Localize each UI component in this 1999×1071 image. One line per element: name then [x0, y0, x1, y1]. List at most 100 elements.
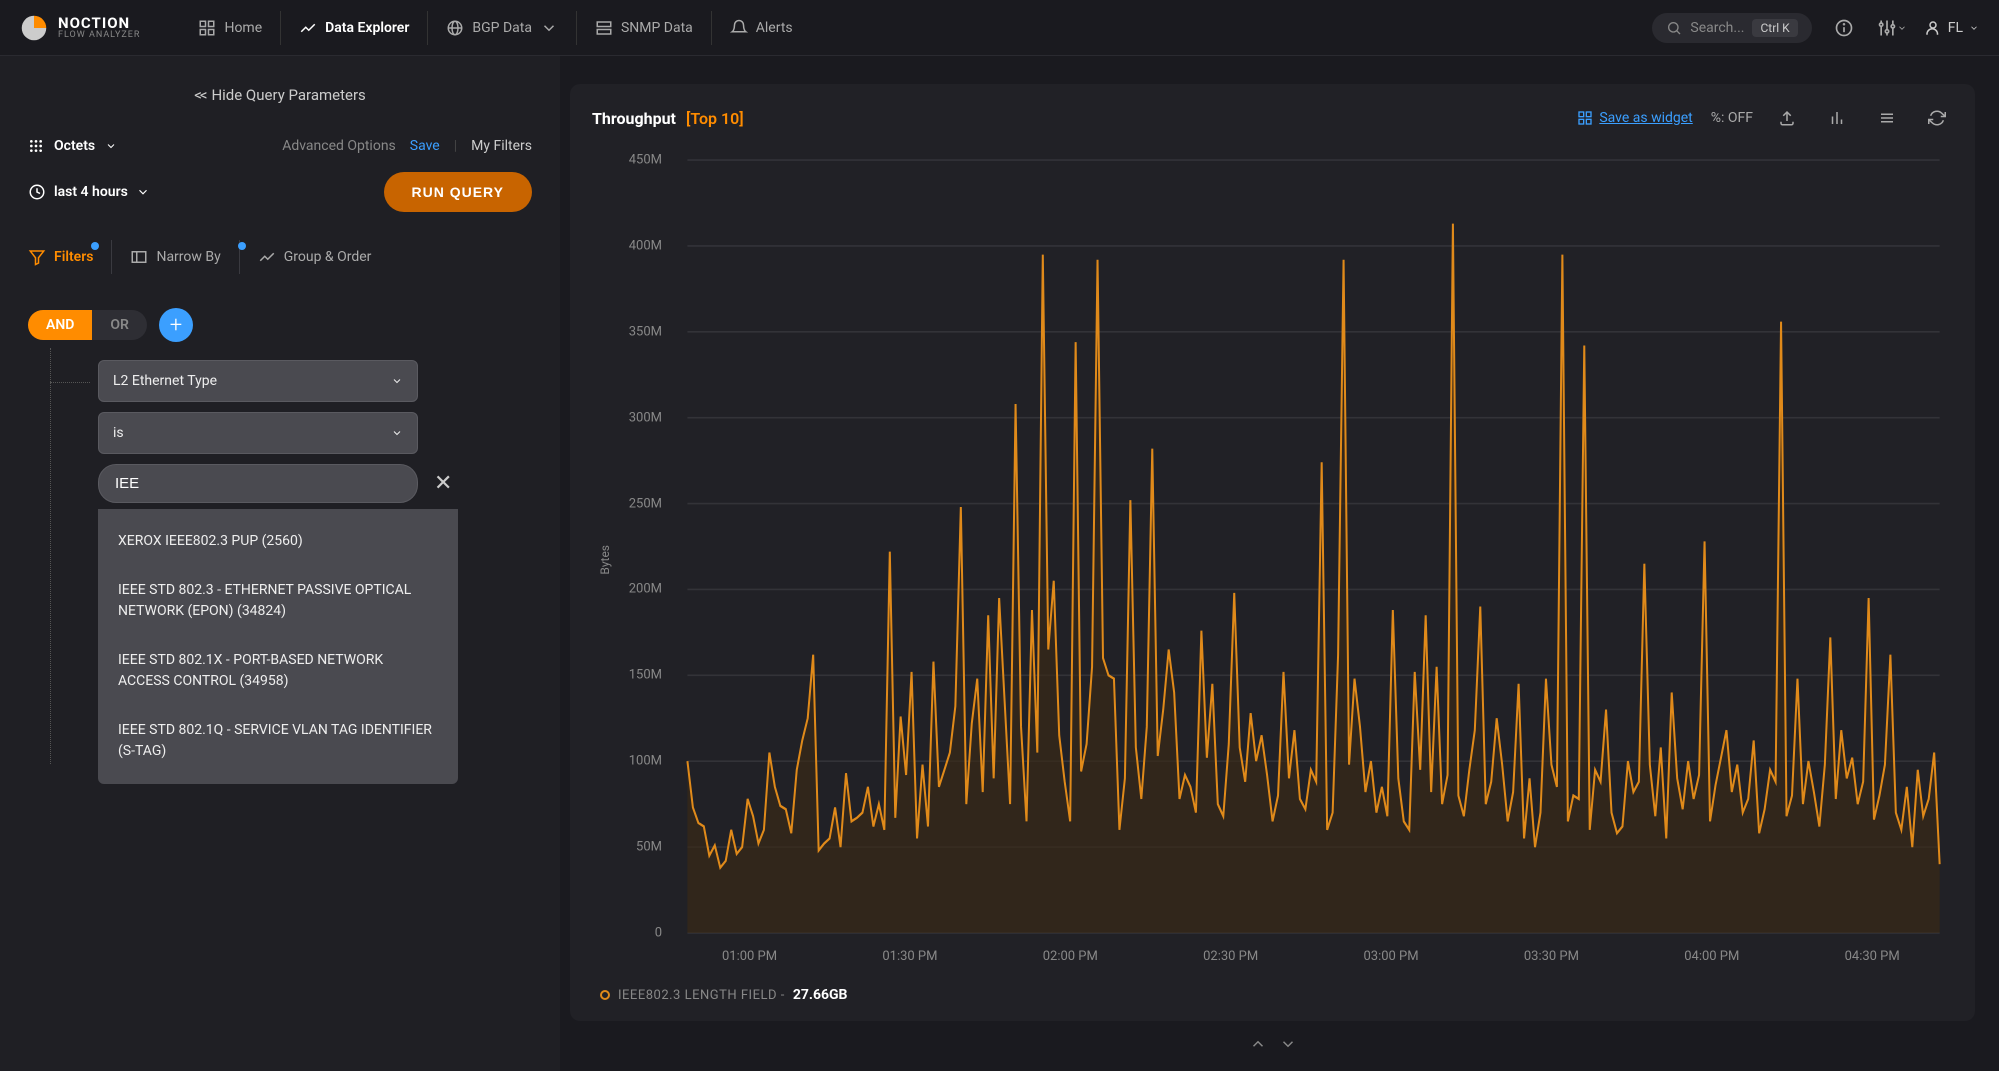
filter-operator-select[interactable]: is [98, 412, 418, 454]
export-button[interactable] [1771, 102, 1803, 134]
bar-chart-icon [1828, 109, 1846, 127]
upload-icon [1778, 109, 1796, 127]
panel-subtitle: [Top 10] [686, 109, 744, 128]
chart-icon [299, 19, 317, 37]
chevron-down-icon [1969, 23, 1979, 33]
legend: IEEE802.3 LENGTH FIELD - 27.66GB [592, 975, 1953, 1003]
menu-button[interactable] [1871, 102, 1903, 134]
narrow-icon [130, 248, 148, 266]
filter-value-dropdown: XEROX IEEE802.3 PUP (2560) IEEE STD 802.… [98, 509, 458, 784]
collapse-down[interactable] [1279, 1035, 1297, 1057]
chart-type-button[interactable] [1821, 102, 1853, 134]
chevron-down-icon [1897, 23, 1907, 33]
hide-query-params[interactable]: <<Hide Query Parameters [28, 80, 532, 110]
panel-title: Throughput [592, 109, 676, 128]
clear-filter-button[interactable]: ✕ [434, 471, 452, 496]
chevron-down-icon [391, 375, 403, 387]
filter-builder: AND OR + L2 Ethernet Type is ✕ [28, 308, 532, 784]
filter-condition: L2 Ethernet Type is ✕ XEROX IEEE802.3 PU… [98, 360, 532, 784]
collapse-bar [570, 1021, 1975, 1071]
filter-field-select[interactable]: L2 Ethernet Type [98, 360, 418, 402]
logic-and[interactable]: AND [28, 310, 92, 340]
refresh-icon [1928, 109, 1946, 127]
nav-home[interactable]: Home [180, 11, 281, 45]
add-filter-button[interactable]: + [159, 308, 193, 342]
nav-snmp-data[interactable]: SNMP Data [577, 11, 712, 45]
nav-data-explorer[interactable]: Data Explorer [281, 11, 428, 45]
logic-row: AND OR + [28, 308, 532, 342]
logo[interactable]: NOCTION FLOW ANALYZER [20, 14, 140, 42]
tab-narrow-by[interactable]: Narrow By [112, 240, 239, 274]
settings-button[interactable] [1876, 12, 1908, 44]
y-axis: 050M100M150M200M250M300M350M400M450M [618, 144, 668, 949]
nav-bgp-data[interactable]: BGP Data [428, 11, 577, 45]
user-menu[interactable]: FL [1924, 19, 1979, 37]
menu-icon [1878, 109, 1896, 127]
dropdown-option[interactable]: XEROX IEEE802.3 PUP (2560) [98, 517, 458, 566]
dropdown-option[interactable]: IEEE STD 802.1Q - SERVICE VLAN TAG IDENT… [98, 706, 458, 776]
active-dot [238, 242, 246, 250]
brand-title: NOCTION [58, 16, 140, 31]
group-icon [258, 248, 276, 266]
filter-value-input[interactable] [98, 464, 418, 503]
chevron-up-icon [1249, 1035, 1267, 1053]
bell-icon [730, 19, 748, 37]
panel-header: Throughput [Top 10] Save as widget %: OF… [592, 102, 1953, 134]
grid-icon [28, 138, 44, 154]
search-kbd: Ctrl K [1752, 19, 1797, 37]
sliders-icon [1877, 18, 1897, 38]
chart-svg [618, 144, 1953, 949]
chevron-down-icon [1279, 1035, 1297, 1053]
chevron-down-icon [391, 427, 403, 439]
y-axis-label: Bytes [592, 545, 618, 575]
home-icon [198, 19, 216, 37]
content: Throughput [Top 10] Save as widget %: OF… [560, 56, 1999, 1071]
search-icon [1666, 20, 1682, 36]
user-label: FL [1948, 20, 1963, 36]
my-filters[interactable]: My Filters [471, 138, 532, 154]
dropdown-option[interactable]: IEEE STD 802.3 - ETHERNET PASSIVE OPTICA… [98, 566, 458, 636]
filter-icon [28, 248, 46, 266]
logo-text: NOCTION FLOW ANALYZER [58, 16, 140, 40]
x-axis: 01:00 PM01:30 PM02:00 PM02:30 PM03:00 PM… [670, 949, 1953, 975]
metric-row: Octets Advanced Options Save | My Filter… [28, 138, 532, 154]
chart-panel: Throughput [Top 10] Save as widget %: OF… [570, 84, 1975, 1021]
global-search[interactable]: Search... Ctrl K [1652, 13, 1811, 43]
panel-actions: Save as widget %: OFF [1577, 102, 1953, 134]
query-sidebar: <<Hide Query Parameters Octets Advanced … [0, 56, 560, 1071]
run-query-button[interactable]: RUN QUERY [384, 172, 533, 212]
time-run-row: last 4 hours RUN QUERY [28, 172, 532, 212]
active-dot [91, 242, 99, 250]
chevron-down-icon [540, 19, 558, 37]
refresh-button[interactable] [1921, 102, 1953, 134]
filter-value-row: ✕ [98, 464, 532, 503]
chart-body: 050M100M150M200M250M300M350M400M450M 01:… [618, 144, 1953, 975]
main-nav: Home Data Explorer BGP Data SNMP Data Al… [180, 11, 810, 45]
tab-filters[interactable]: Filters [28, 240, 112, 274]
chart: Bytes 050M100M150M200M250M300M350M400M45… [592, 144, 1953, 975]
brand-subtitle: FLOW ANALYZER [58, 31, 140, 40]
save-query[interactable]: Save [410, 138, 440, 154]
nav-alerts[interactable]: Alerts [712, 11, 811, 45]
server-icon [595, 19, 613, 37]
dropdown-option[interactable]: IEEE STD 802.1X - PORT-BASED NETWORK ACC… [98, 636, 458, 706]
legend-marker [600, 990, 610, 1000]
tab-group-order[interactable]: Group & Order [240, 240, 390, 274]
topbar: NOCTION FLOW ANALYZER Home Data Explorer… [0, 0, 1999, 56]
logic-toggle[interactable]: AND OR [28, 310, 147, 340]
globe-icon [446, 19, 464, 37]
chevron-down-icon [105, 140, 117, 152]
topbar-right: Search... Ctrl K FL [1652, 12, 1979, 44]
plot-area[interactable]: 050M100M150M200M250M300M350M400M450M [618, 144, 1953, 949]
user-icon [1924, 19, 1942, 37]
advanced-options[interactable]: Advanced Options [282, 138, 396, 154]
percent-toggle[interactable]: %: OFF [1711, 110, 1753, 126]
clock-icon [28, 183, 46, 201]
save-as-widget[interactable]: Save as widget [1577, 110, 1692, 126]
widget-icon [1577, 110, 1593, 126]
collapse-up[interactable] [1249, 1035, 1267, 1057]
info-button[interactable] [1828, 12, 1860, 44]
time-range-selector[interactable]: last 4 hours [28, 183, 150, 201]
logic-or[interactable]: OR [92, 310, 147, 340]
metric-selector[interactable]: Octets [28, 138, 117, 154]
